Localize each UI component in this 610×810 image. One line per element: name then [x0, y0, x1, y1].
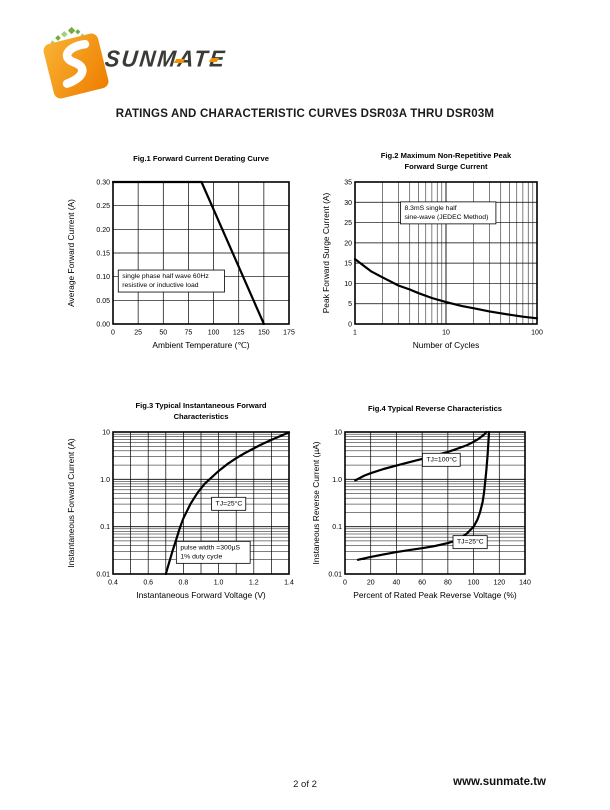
svg-text:pulse width =300µS: pulse width =300µS: [180, 544, 240, 551]
fig2-peak-forward-surge-current-chart: 8.3mS single half sine-wave (JEDEC Method…: [321, 151, 543, 350]
svg-text:TJ=25°C: TJ=25°C: [216, 499, 243, 507]
svg-text:5: 5: [348, 301, 352, 308]
svg-text:Fig.1 Forward Current Derating: Fig.1 Forward Current Derating Curve: [133, 154, 269, 163]
fig4-typical-reverse-characteristics-chart: TJ=100°C TJ=25°C 0 20 40 60 80 100 120 140 0.01 0.1…: [311, 404, 531, 600]
svg-text:Peak Forward Surge Current (A): Peak Forward Surge Current (A): [321, 193, 331, 314]
svg-text:0.25: 0.25: [96, 203, 110, 210]
svg-text:10: 10: [334, 430, 342, 437]
fig1-forward-current-derating-chart: single phase half wave 60Hz resistive or …: [66, 154, 295, 350]
sunmate-logo: SUNMATE: [38, 20, 298, 112]
svg-text:1.0: 1.0: [332, 477, 342, 484]
svg-text:0.1: 0.1: [332, 524, 342, 531]
svg-text:25: 25: [344, 220, 352, 227]
svg-text:140: 140: [519, 580, 531, 587]
svg-text:120: 120: [493, 580, 505, 587]
svg-text:Fig.3 Typical Instantaneous Fo: Fig.3 Typical Instantaneous Forward: [135, 401, 266, 410]
logo-s-swoosh: [62, 39, 90, 88]
svg-text:0.8: 0.8: [179, 580, 189, 587]
svg-text:75: 75: [185, 330, 193, 337]
svg-text:175: 175: [283, 330, 295, 337]
svg-text:1.0: 1.0: [214, 580, 224, 587]
svg-text:0.01: 0.01: [328, 572, 342, 579]
svg-text:Percent of Rated Peak Reverse: Percent of Rated Peak Reverse Voltage (%…: [353, 590, 517, 600]
svg-text:1.4: 1.4: [284, 580, 294, 587]
svg-text:8.3mS single half: 8.3mS single half: [405, 205, 457, 212]
svg-text:TJ=25°C: TJ=25°C: [457, 538, 484, 546]
svg-text:Forward Surge Current: Forward Surge Current: [404, 162, 488, 171]
svg-text:0.00: 0.00: [96, 322, 110, 329]
svg-text:30: 30: [344, 200, 352, 207]
svg-text:1% duty cycle: 1% duty cycle: [180, 553, 222, 560]
svg-text:Ambient Temperature (℃): Ambient Temperature (℃): [152, 340, 249, 350]
svg-text:0.30: 0.30: [96, 180, 110, 187]
page-title: RATINGS AND CHARACTERISTIC CURVES DSR03A…: [115, 108, 495, 120]
svg-text:1.0: 1.0: [100, 477, 110, 484]
svg-text:Fig.4 Typical Reverse Characte: Fig.4 Typical Reverse Characteristics: [368, 404, 502, 413]
svg-text:80: 80: [444, 580, 452, 587]
svg-text:Number of Cycles: Number of Cycles: [413, 340, 480, 350]
svg-text:Characteristics: Characteristics: [174, 412, 229, 421]
website-url: www.sunmate.tw: [453, 776, 546, 788]
svg-text:Average Forward Current (A): Average Forward Current (A): [66, 199, 76, 307]
curve-derating-curve: [111, 180, 265, 326]
svg-text:10: 10: [344, 281, 352, 288]
svg-text:100: 100: [208, 330, 220, 337]
svg-text:10: 10: [442, 330, 450, 337]
curve-forward-characteristic: [164, 431, 291, 576]
svg-text:0: 0: [343, 580, 347, 587]
svg-text:50: 50: [159, 330, 167, 337]
svg-text:1.2: 1.2: [249, 580, 259, 587]
fig3-instantaneous-forward-characteristics-chart: TJ=25°C pulse width =300µS 1% duty cycle 0.…: [66, 401, 294, 600]
svg-text:20: 20: [344, 240, 352, 247]
svg-text:15: 15: [344, 261, 352, 268]
svg-text:sine-wave (JEDEC Method): sine-wave (JEDEC Method): [405, 214, 489, 221]
curve-reverse-25C: [356, 430, 491, 561]
logo-orange-square: [43, 33, 109, 99]
svg-text:Fig.2 Maximum Non-Repetitive P: Fig.2 Maximum Non-Repetitive Peak: [381, 151, 512, 160]
svg-text:100: 100: [531, 330, 543, 337]
svg-text:100: 100: [468, 580, 480, 587]
svg-text:0.1: 0.1: [100, 524, 110, 531]
svg-text:0.10: 0.10: [96, 274, 110, 281]
svg-text:40: 40: [393, 580, 401, 587]
svg-text:0.4: 0.4: [108, 580, 118, 587]
svg-text:150: 150: [258, 330, 270, 337]
logo-wordmark: SUNMATE: [103, 45, 228, 72]
svg-text:single phase half wave 60Hz: single phase half wave 60Hz: [122, 273, 209, 280]
svg-text:TJ=100°C: TJ=100°C: [426, 455, 457, 463]
svg-text:0.05: 0.05: [96, 298, 110, 305]
svg-text:20: 20: [367, 580, 375, 587]
svg-text:Instaneous Reverse Current (µA: Instaneous Reverse Current (µA): [311, 441, 321, 564]
svg-text:60: 60: [418, 580, 426, 587]
svg-text:125: 125: [233, 330, 245, 337]
svg-text:Instantaneous Forward Current: Instantaneous Forward Current (A): [66, 438, 76, 568]
svg-text:0: 0: [111, 330, 115, 337]
svg-text:0: 0: [348, 322, 352, 329]
svg-text:35: 35: [344, 180, 352, 187]
svg-text:1: 1: [353, 330, 357, 337]
svg-text:resistive or inductive load: resistive or inductive load: [122, 282, 199, 289]
svg-text:0.01: 0.01: [96, 572, 110, 579]
svg-text:Instantaneous Forward Voltage: Instantaneous Forward Voltage (V): [136, 590, 266, 600]
sunmate-logo-icon: [43, 26, 109, 99]
curve-surge-current: [353, 257, 539, 320]
svg-text:0.6: 0.6: [143, 580, 153, 587]
page-number: 2 of 2: [293, 779, 317, 790]
svg-text:0.20: 0.20: [96, 227, 110, 234]
svg-text:10: 10: [102, 430, 110, 437]
svg-text:0.15: 0.15: [96, 251, 110, 258]
svg-text:25: 25: [134, 330, 142, 337]
